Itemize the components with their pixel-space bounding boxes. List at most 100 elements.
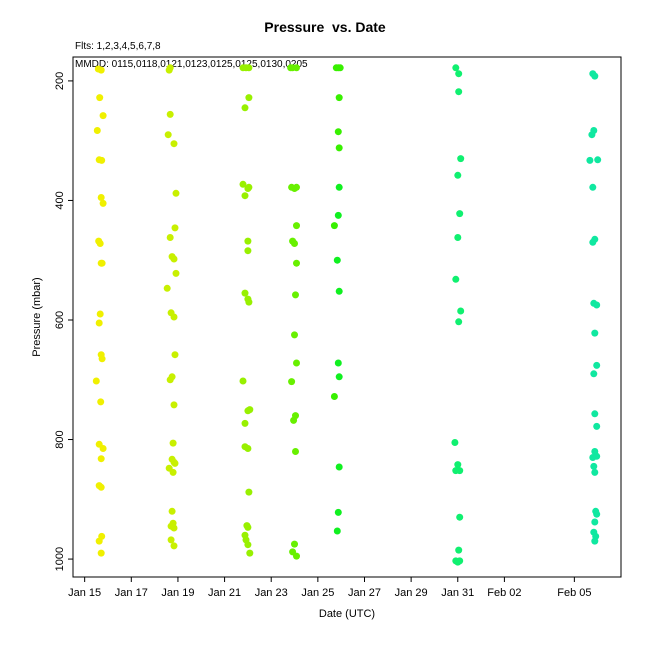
data-point-s1-24 [97, 483, 105, 491]
x-tick-label: Jan 23 [255, 587, 288, 599]
flights-label: Flts: 1,2,3,4,5,6,7,8 [75, 41, 161, 52]
data-point-s6-4 [335, 287, 343, 295]
x-tick-label: Jan 17 [115, 587, 148, 599]
data-point-s2-28 [170, 524, 178, 532]
data-point-s1-9 [99, 199, 107, 207]
x-tick-label: Jan 15 [68, 587, 101, 599]
data-point-s1-27 [97, 549, 105, 557]
chart-title: Pressure vs. Date [264, 19, 386, 35]
data-point-s2-5 [170, 140, 178, 148]
data-points [92, 64, 602, 566]
data-point-s8-24 [591, 518, 599, 526]
data-point-s6-9 [333, 527, 341, 535]
x-tick-label: Feb 02 [487, 587, 521, 599]
data-point-s4-17 [292, 448, 299, 455]
data-point-s3-20 [244, 445, 252, 452]
data-point-s6-7 [335, 463, 343, 471]
data-point-s3-8 [245, 183, 253, 191]
mmdd-annotation: MMDD: 0115,0118,0121,0123,0125,0125,0130… [75, 59, 308, 70]
data-point-s5-6 [335, 144, 343, 152]
data-point-s3-10 [244, 237, 252, 245]
data-point-s8-12 [591, 329, 599, 337]
data-point-s7-2 [455, 70, 463, 78]
data-point-s2-15 [171, 351, 179, 359]
data-point-s7-15 [456, 513, 464, 521]
data-point-s5-7 [330, 222, 338, 230]
data-point-s4-18 [291, 540, 298, 548]
data-point-s4-16 [290, 416, 298, 424]
data-point-s3-17 [244, 407, 252, 415]
y-tick-label: 1000 [54, 547, 66, 571]
data-point-s2-11 [172, 269, 180, 277]
data-point-s3-15 [239, 377, 247, 385]
data-point-s3-4 [245, 94, 253, 102]
data-point-s7-5 [457, 155, 465, 163]
plot-frame [72, 56, 622, 578]
y-tick-label: 600 [54, 311, 66, 329]
data-point-s1-5 [93, 127, 101, 134]
data-point-s6-6 [335, 373, 343, 381]
data-point-s2-18 [170, 401, 178, 409]
data-point-s1-15 [95, 319, 103, 327]
x-tick-label: Jan 27 [348, 587, 381, 599]
data-point-s2-10 [170, 255, 178, 263]
data-point-s8-27 [591, 537, 599, 545]
x-tick-label: Jan 21 [208, 587, 241, 599]
data-point-s1-7 [98, 156, 106, 164]
x-tick-label: Jan 31 [441, 587, 474, 599]
data-point-s3-27 [246, 549, 254, 557]
data-point-s7-19 [456, 557, 464, 565]
data-point-s4-3 [293, 64, 300, 72]
x-tick-label: Feb 05 [557, 587, 591, 599]
data-point-s3-11 [244, 247, 252, 255]
data-point-s7-12 [454, 461, 462, 469]
data-point-s7-6 [456, 210, 464, 218]
data-point-s6-2 [334, 211, 342, 219]
data-point-s3-5 [241, 104, 249, 112]
data-point-s2-4 [164, 131, 172, 139]
data-point-s1-4 [99, 112, 107, 120]
data-point-s2-12 [163, 284, 171, 292]
data-point-s2-7 [171, 224, 179, 232]
data-point-s1-18 [92, 377, 100, 385]
data-point-s4-20 [293, 552, 300, 560]
data-point-s8-15 [591, 410, 599, 418]
x-axis-label: Date (UTC) [319, 608, 375, 620]
data-point-s8-21 [591, 468, 599, 476]
data-point-s1-11 [96, 240, 104, 247]
data-point-s2-22 [171, 459, 179, 467]
data-point-s4-12 [291, 331, 298, 339]
x-tick-label: Jan 19 [161, 587, 194, 599]
data-point-s2-6 [172, 189, 180, 197]
data-point-s2-3 [166, 110, 174, 118]
data-point-s2-19 [169, 439, 177, 447]
data-point-s4-7 [293, 222, 300, 230]
data-point-s4-9 [291, 240, 298, 247]
data-point-s7-16 [455, 546, 463, 554]
data-point-s5-8 [330, 393, 338, 400]
data-point-s3-9 [241, 192, 249, 200]
data-point-s7-9 [457, 307, 465, 315]
data-point-s8-5 [586, 156, 594, 164]
data-point-s8-2 [591, 72, 599, 80]
data-point-s6-3 [333, 256, 341, 264]
data-point-s8-16 [593, 422, 601, 430]
data-point-s2-14 [170, 313, 178, 321]
data-point-s6-8 [334, 508, 342, 516]
data-point-s1-17 [98, 355, 106, 363]
data-point-s3-3 [245, 64, 253, 72]
data-point-s8-4 [588, 131, 596, 139]
data-point-s7-7 [454, 234, 462, 241]
data-point-s7-11 [451, 439, 459, 446]
x-axis: Jan 15 Jan 17 Jan 19 Jan 21 Jan 23 Jan 25 Jan … [68, 577, 591, 599]
data-point-s3-26 [244, 541, 252, 549]
data-point-s5-3 [336, 64, 344, 72]
data-point-s8-19 [589, 454, 597, 461]
data-point-s2-24 [169, 468, 177, 476]
data-point-s8-23 [593, 510, 601, 518]
data-point-s8-7 [589, 183, 597, 191]
data-point-s8-6 [594, 156, 602, 164]
data-point-s7-1 [452, 64, 460, 72]
data-point-s3-14 [244, 295, 252, 303]
data-point-s2-2 [165, 66, 173, 74]
